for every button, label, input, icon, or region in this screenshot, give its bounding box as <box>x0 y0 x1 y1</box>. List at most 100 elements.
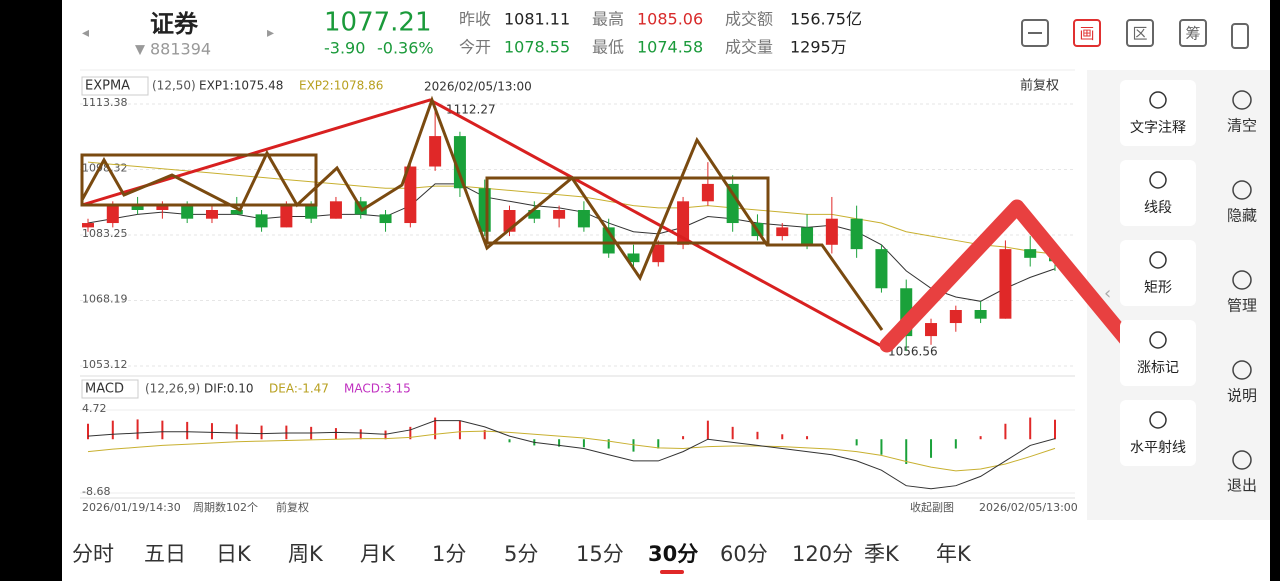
tab[interactable]: 分时 <box>72 542 114 566</box>
candle-body <box>453 136 466 189</box>
tool-icon <box>1149 171 1167 189</box>
macd-bar <box>508 439 511 443</box>
candle-body <box>999 249 1012 319</box>
macd-bar <box>210 423 213 440</box>
collapse[interactable]: 收起副图 <box>910 500 954 514</box>
icon-draw[interactable] <box>1073 19 1101 47</box>
macd-bar <box>161 420 164 440</box>
tool-label: 矩形 <box>1144 280 1172 296</box>
macd-bar <box>706 420 709 440</box>
adjust[interactable]: 前复权 <box>1020 78 1059 94</box>
tool-icon <box>1149 251 1167 269</box>
tab[interactable]: 120分 <box>792 542 854 566</box>
side-icon[interactable] <box>1232 90 1252 110</box>
macd-bar <box>458 420 461 440</box>
candle-body <box>329 201 342 219</box>
macd-bar <box>285 425 288 440</box>
candle-body <box>850 218 863 250</box>
end-date: 2026/02/05/13:00 <box>979 501 1078 514</box>
candle-body <box>1024 249 1037 258</box>
candle-body <box>726 183 739 224</box>
icon-chip[interactable] <box>1179 19 1207 47</box>
tab[interactable]: 月K <box>360 542 395 566</box>
indicator-box[interactable] <box>81 76 149 96</box>
tool-button[interactable] <box>1120 240 1196 306</box>
macd-bar <box>409 426 412 440</box>
stock-name: 证券 <box>150 10 199 38</box>
macd-bar <box>334 428 337 440</box>
tab[interactable]: 1分 <box>432 542 467 566</box>
candle-body <box>825 218 838 245</box>
side-label: 说明 <box>1227 387 1257 405</box>
macd-bar <box>979 436 982 440</box>
code-arrow: ▼ <box>135 43 145 58</box>
tab[interactable]: 15分 <box>576 542 624 566</box>
collapse-arrow[interactable]: ‹ <box>1104 283 1111 304</box>
next-arrow[interactable]: ▸ <box>267 25 274 41</box>
y-tick-label: 1053.12 <box>82 358 128 371</box>
macd-box[interactable] <box>81 379 139 399</box>
tab[interactable]: 周K <box>288 542 323 566</box>
macd-tick-label: 4.72 <box>82 402 107 415</box>
side-icon[interactable] <box>1232 270 1252 290</box>
stat-label: 成交额 <box>725 10 773 29</box>
tab[interactable]: 年K <box>936 542 971 566</box>
y-tick-label: 1083.25 <box>82 227 128 240</box>
params: (12,50) <box>152 79 196 93</box>
macd-bar <box>434 417 437 440</box>
candle-body <box>577 210 590 228</box>
red-trend <box>81 98 886 350</box>
tool-button[interactable] <box>1120 320 1196 386</box>
macd-bar <box>607 439 610 449</box>
tool-button[interactable] <box>1120 160 1196 226</box>
icon-minus[interactable] <box>1021 19 1049 47</box>
side-icon[interactable] <box>1232 360 1252 380</box>
stat-value: 1078.55 <box>504 38 570 57</box>
stock-code: 881394 <box>150 40 211 59</box>
icon-chip-label: 筹 <box>1185 25 1200 43</box>
macd-bar <box>186 421 189 440</box>
tool-icon <box>1149 411 1167 429</box>
tab[interactable]: 五日 <box>144 542 186 566</box>
macd-bar <box>359 429 362 440</box>
macd-bar <box>632 439 635 452</box>
icon-zone-label: 区 <box>1132 25 1147 43</box>
candle-body <box>131 205 144 210</box>
tab[interactable]: 30分 <box>648 542 699 566</box>
line <box>87 420 1056 490</box>
side-icon[interactable] <box>1232 450 1252 470</box>
icon-zone[interactable] <box>1126 19 1154 47</box>
candle-body <box>181 205 194 219</box>
candle-body <box>801 227 814 245</box>
cursor-date: 2026/02/05/13:00 <box>424 80 532 94</box>
tool-button[interactable] <box>1120 400 1196 466</box>
side-label: 清空 <box>1227 117 1257 135</box>
indicator: EXPMA <box>85 79 130 94</box>
macd-bar <box>781 434 784 440</box>
dea-label: DEA:-1.47 <box>269 382 329 396</box>
candle-body <box>230 210 243 215</box>
candle-body <box>949 310 962 324</box>
candle-body <box>776 227 789 237</box>
candle-body <box>652 244 665 263</box>
high-label: 1112.27 <box>446 103 496 117</box>
stat-label: 最高 <box>592 10 624 29</box>
tab[interactable]: 日K <box>216 542 251 566</box>
macd-bar <box>111 420 114 440</box>
macd-bar <box>483 429 486 440</box>
tab[interactable]: 季K <box>864 542 899 566</box>
candle-body <box>82 223 94 228</box>
low-label: 1056.56 <box>888 345 938 359</box>
tab[interactable]: 60分 <box>720 542 768 566</box>
box-1 <box>80 153 318 207</box>
tool-button[interactable] <box>1120 80 1196 146</box>
macd-bar <box>930 439 933 458</box>
tool-label: 涨标记 <box>1137 360 1179 376</box>
side-label: 隐藏 <box>1227 207 1257 225</box>
candle-body <box>379 214 392 224</box>
side-icon[interactable] <box>1232 180 1252 200</box>
icon-phone[interactable] <box>1231 23 1249 49</box>
prev-arrow[interactable]: ◂ <box>82 25 89 41</box>
tab[interactable]: 5分 <box>504 542 539 566</box>
